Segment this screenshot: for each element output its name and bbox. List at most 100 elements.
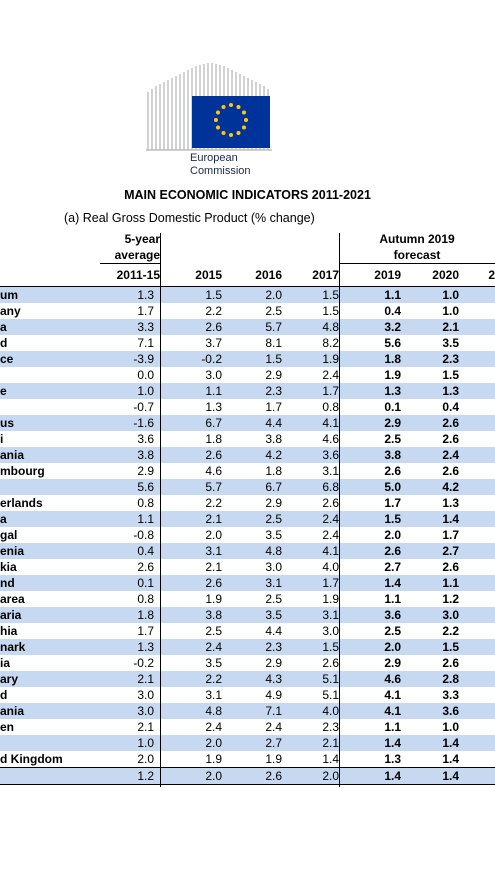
table-cell: 1.5 <box>282 639 339 655</box>
country-name: ary <box>0 671 100 687</box>
table-cell: 2.2 <box>205 304 222 318</box>
table-cell: 3.8 <box>339 447 401 463</box>
table-cell: 1.7 <box>265 400 282 414</box>
table-cell: -1.6 <box>100 415 160 431</box>
table-cell: 3.6 <box>137 432 154 446</box>
table-cell: 1.9 <box>205 752 222 766</box>
table-cell: 2.6 <box>442 432 459 446</box>
table-cell-empty <box>459 367 495 383</box>
table-cell: 2.1 <box>137 720 154 734</box>
table-cell-empty <box>459 511 495 527</box>
country-name: any <box>0 304 21 318</box>
table-cell: 5.6 <box>384 336 401 350</box>
table-row: gal -0.8 2.0 3.5 2.4 2.0 1.7 <box>0 527 495 543</box>
table-row: nark 1.3 2.4 2.3 1.5 2.0 1.5 <box>0 639 495 655</box>
table-row: d 7.1 3.7 8.1 8.2 5.6 3.5 <box>0 335 495 351</box>
table-cell: 2.0 <box>222 286 282 303</box>
table-cell: 1.4 <box>339 735 401 751</box>
table-cell: 6.7 <box>222 479 282 495</box>
table-cell: 2.6 <box>222 767 282 785</box>
table-cell: 4.1 <box>282 543 339 559</box>
country-name: erlands <box>0 496 43 510</box>
table-cell: 3.0 <box>265 560 282 574</box>
table-cell: 3.6 <box>339 607 401 623</box>
table-cell: 2.4 <box>322 528 339 542</box>
table-cell-empty <box>459 431 495 447</box>
table-cell: 1.1 <box>384 592 401 606</box>
table-cell: 1.8 <box>100 607 160 623</box>
table-cell: 2.1 <box>100 671 160 687</box>
table-cell: 1.3 <box>401 383 459 399</box>
table-cell: 7.1 <box>222 703 282 719</box>
table-row: aria 1.8 3.8 3.5 3.1 3.6 3.0 <box>0 607 495 623</box>
table-cell-empty <box>459 543 495 559</box>
table-cell-empty <box>459 351 495 367</box>
country-name: mbourg <box>0 464 45 478</box>
table-cell: 6.7 <box>160 415 222 431</box>
header-year-2021: 2 <box>459 263 495 287</box>
table-cell: 3.7 <box>205 336 222 350</box>
country-name <box>0 399 100 415</box>
column-divider <box>339 233 340 787</box>
table-cell-empty <box>459 383 495 399</box>
country-name: area <box>0 592 25 606</box>
table-cell: 2.5 <box>265 304 282 318</box>
table-row: 1.0 2.0 2.7 2.1 1.4 1.4 <box>0 735 495 751</box>
table-row: ary 2.1 2.2 4.3 5.1 4.6 2.8 <box>0 671 495 687</box>
table-cell: 1.5 <box>322 304 339 318</box>
table-cell: 2.5 <box>265 592 282 606</box>
table-row: a 3.3 2.6 5.7 4.8 3.2 2.1 <box>0 319 495 335</box>
table-cell: 2.6 <box>160 447 222 463</box>
table-cell: 2.1 <box>160 511 222 527</box>
table-cell: 3.1 <box>322 464 339 478</box>
table-cell-empty <box>459 607 495 623</box>
table-cell: 0.8 <box>137 496 154 510</box>
header-year-2019: 2019 <box>339 263 401 287</box>
table-cell: 1.3 <box>100 286 160 303</box>
header-year-avg: 2011-15 <box>100 263 160 287</box>
table-cell-empty <box>459 447 495 463</box>
logo-text-commission: Commission <box>190 165 251 177</box>
table-cell: 4.6 <box>205 464 222 478</box>
table-cell: 2.7 <box>384 560 401 574</box>
table-cell: 1.3 <box>100 639 160 655</box>
table-cell: 2.1 <box>282 735 339 751</box>
table-cell: 4.2 <box>222 447 282 463</box>
table-row: 5.6 5.7 6.7 6.8 5.0 4.2 <box>0 479 495 495</box>
table-cell: 1.7 <box>137 304 154 318</box>
table-cell: 2.6 <box>442 464 459 478</box>
table-cell: 3.6 <box>282 447 339 463</box>
table-cell: 1.7 <box>282 383 339 399</box>
table-cell: 2.0 <box>137 752 154 766</box>
table-cell: 2.6 <box>322 496 339 510</box>
table-cell: 1.5 <box>442 368 459 382</box>
table-cell-empty <box>459 719 495 735</box>
table-cell: 3.1 <box>222 575 282 591</box>
country-name: ania <box>0 703 100 719</box>
table-cell: 0.1 <box>100 575 160 591</box>
header-forecast-line1: Autumn 2019 <box>379 232 455 246</box>
logo-text-european: European <box>190 152 238 164</box>
table-cell: 4.9 <box>265 688 282 702</box>
country-name: a <box>0 319 100 335</box>
table-cell: 2.6 <box>160 319 222 335</box>
country-name <box>0 767 100 785</box>
table-cell: 1.0 <box>100 383 160 399</box>
table-cell: 1.1 <box>160 383 222 399</box>
table-cell: 3.8 <box>160 607 222 623</box>
country-name <box>0 479 100 495</box>
country-name <box>0 367 100 383</box>
table-row: en 2.1 2.4 2.4 2.3 1.1 1.0 <box>0 719 495 735</box>
table-cell: 2.3 <box>222 639 282 655</box>
header-year-2020: 2020 <box>401 263 459 287</box>
table-row: area 0.8 1.9 2.5 1.9 1.1 1.2 <box>0 591 495 607</box>
table-cell: 3.0 <box>401 607 459 623</box>
table-cell: 1.4 <box>401 767 459 785</box>
table-cell: -0.8 <box>133 528 154 542</box>
table-row: um 1.3 1.5 2.0 1.5 1.1 1.0 <box>0 286 495 303</box>
table-cell: 3.5 <box>265 528 282 542</box>
country-name: e <box>0 383 100 399</box>
country-name: ania <box>0 447 100 463</box>
table-cell: 2.8 <box>401 671 459 687</box>
table-cell-empty <box>459 623 495 639</box>
